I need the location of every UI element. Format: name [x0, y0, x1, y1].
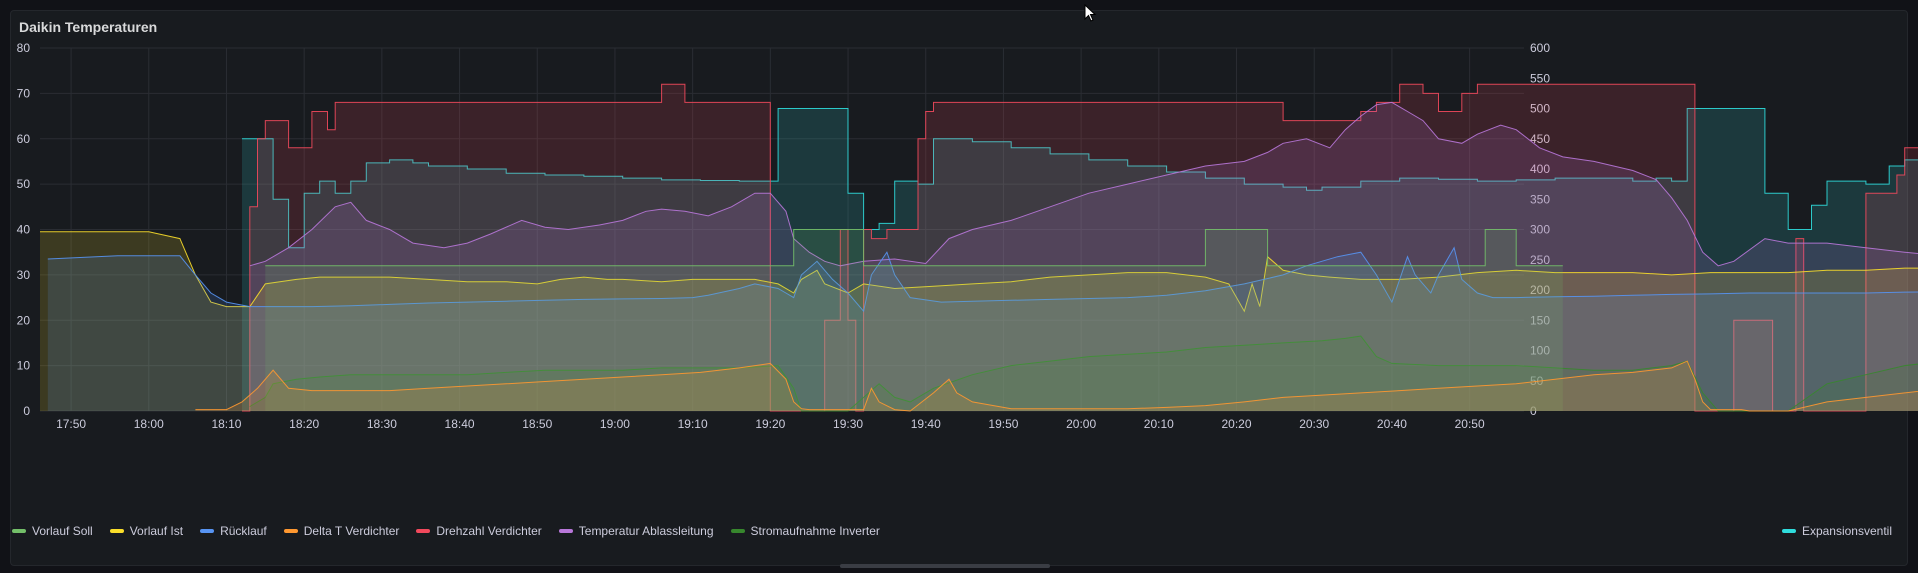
x-tick-label: 20:50 — [1455, 417, 1485, 431]
series-area — [47, 247, 1918, 411]
series-area — [195, 361, 1918, 411]
x-tick-label: 18:20 — [289, 417, 319, 431]
x-tick-label: 18:00 — [134, 417, 164, 431]
horizontal-scrollbar[interactable] — [840, 564, 1050, 568]
legend-swatch — [416, 529, 431, 533]
legend-swatch — [283, 529, 298, 533]
legend-label: Vorlauf Ist — [129, 524, 184, 538]
x-tick-label: 19:30 — [833, 417, 863, 431]
legend-item[interactable]: Stromaufnahme Inverter — [730, 524, 880, 538]
series-line — [195, 360, 1918, 412]
x-tick-label: 20:40 — [1377, 417, 1407, 431]
series-area — [242, 84, 1918, 411]
x-tick-label: 20:10 — [1144, 417, 1174, 431]
x-tick-label: 19:40 — [911, 417, 941, 431]
legend-item[interactable]: Delta T Verdichter — [283, 524, 400, 538]
series-line — [242, 108, 1918, 249]
x-tick-label: 17:50 — [56, 417, 86, 431]
legend-item-expansionsventil[interactable]: Expansionsventil — [1781, 524, 1892, 538]
y-left-tick-label: 30 — [17, 268, 31, 282]
series-area — [265, 229, 1563, 411]
legend-label: Delta T Verdichter — [303, 524, 400, 538]
series-line — [242, 83, 1918, 412]
x-tick-label: 19:20 — [755, 417, 785, 431]
y-left-tick-label: 40 — [17, 223, 31, 237]
y-right-tick-label: 50 — [1530, 374, 1544, 388]
y-left-tick-label: 50 — [17, 177, 31, 191]
y-right-tick-label: 600 — [1530, 41, 1550, 55]
series-area — [249, 102, 1918, 411]
series-line — [265, 229, 1563, 267]
legend-item[interactable]: Temperatur Ablassleitung — [558, 524, 714, 538]
legend-item[interactable]: Rücklauf — [200, 524, 267, 538]
y-left-tick-label: 10 — [17, 359, 31, 373]
legend-label: Vorlauf Soll — [32, 524, 93, 538]
y-right-tick-label: 250 — [1530, 253, 1550, 267]
legend-label: Expansionsventil — [1801, 524, 1892, 538]
x-tick-label: 19:10 — [678, 417, 708, 431]
series-line — [249, 101, 1918, 267]
series-line — [249, 335, 1918, 412]
x-tick-label: 18:10 — [211, 417, 241, 431]
mouse-cursor-icon — [1084, 4, 1097, 22]
legend-label: Drehzahl Verdichter — [436, 524, 542, 538]
series-area — [40, 231, 1918, 411]
x-tick-label: 18:50 — [522, 417, 552, 431]
x-tick-label: 20:30 — [1299, 417, 1329, 431]
legend-label: Temperatur Ablassleitung — [578, 524, 714, 538]
legend-swatch — [109, 529, 124, 533]
legend-swatch — [730, 529, 745, 533]
legend-item[interactable]: Vorlauf Ist — [109, 524, 184, 538]
y-right-tick-label: 450 — [1530, 132, 1550, 146]
x-tick-label: 20:20 — [1222, 417, 1252, 431]
y-right-tick-label: 350 — [1530, 192, 1550, 206]
series-area — [249, 336, 1918, 411]
legend-item[interactable]: Vorlauf Soll — [12, 524, 93, 538]
y-right-tick-label: 500 — [1530, 102, 1550, 116]
panel-title[interactable]: Daikin Temperaturen — [19, 19, 158, 35]
legend-swatch — [558, 529, 573, 533]
y-right-tick-label: 400 — [1530, 162, 1550, 176]
x-tick-label: 18:30 — [367, 417, 397, 431]
legend-label: Rücklauf — [220, 524, 267, 538]
y-right-tick-label: 100 — [1530, 344, 1550, 358]
legend-item[interactable]: Drehzahl Verdichter — [416, 524, 542, 538]
x-tick-label: 19:50 — [988, 417, 1018, 431]
y-left-tick-label: 20 — [17, 313, 31, 327]
legend-swatch — [200, 529, 215, 533]
legend-swatch — [12, 529, 26, 533]
series-line — [40, 231, 1918, 313]
y-right-tick-label: 150 — [1530, 313, 1550, 327]
y-right-tick-label: 300 — [1530, 223, 1550, 237]
y-left-tick-label: 0 — [23, 404, 30, 418]
y-right-tick-label: 200 — [1530, 283, 1550, 297]
x-tick-label: 20:00 — [1066, 417, 1096, 431]
legend: Vorlauf Soll Vorlauf Ist Rücklauf Delta T V… — [12, 524, 897, 538]
y-left-tick-label: 70 — [17, 86, 31, 100]
y-left-tick-label: 80 — [17, 41, 31, 55]
y-right-tick-label: 550 — [1530, 71, 1550, 85]
y-right-tick-label: 0 — [1530, 404, 1537, 418]
x-tick-label: 18:40 — [445, 417, 475, 431]
y-left-tick-label: 60 — [17, 132, 31, 146]
legend-swatch — [1781, 529, 1796, 533]
series-area — [242, 108, 1918, 411]
series-line — [47, 246, 1918, 313]
x-tick-label: 19:00 — [600, 417, 630, 431]
legend-label: Stromaufnahme Inverter — [750, 524, 880, 538]
